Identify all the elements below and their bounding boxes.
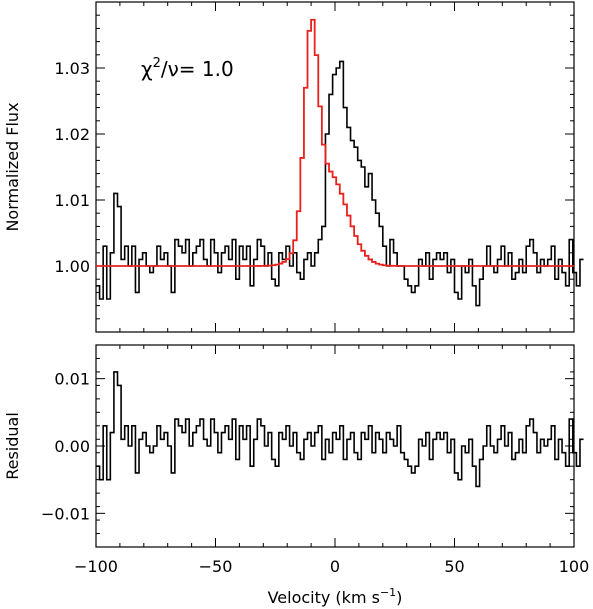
chi-value: 1.0 [202,57,234,81]
y-tick-label: 0.00 [54,437,90,456]
top-panel: 1.001.011.021.03 Normalized Flux χ2/ν= 1… [3,1,584,333]
y-tick-label: 1.01 [54,191,90,210]
bottom-panel-ticks [95,344,575,548]
top-panel-tick-labels: 1.00 1.01 1.02 1.03 [54,59,90,276]
x-axis-title: Velocity (km s−1) [268,586,403,607]
residual-spectrum [96,371,584,488]
chi-exponent: 2 [153,56,161,71]
top-observed-spectrum [96,60,584,307]
top-panel-frame [95,1,575,333]
y-tick-label: 1.03 [54,59,90,78]
y-tick-label: 0.01 [54,370,90,389]
top-panel-ticks [95,1,575,333]
x-axis-title-main: Velocity (km s [268,588,380,607]
residual-histogram [96,371,584,488]
x-tick-label: −50 [199,557,233,576]
bottom-panel-ylabel: Residual [3,412,22,480]
x-tick-label: 0 [330,557,340,576]
x-tick-label: 50 [444,557,464,576]
x-tick-label: 100 [559,557,590,576]
bottom-panel-tick-labels: −100 −50 0 50 100 −0.01 0.00 0.01 [41,370,589,576]
x-axis-title-end: ) [396,588,402,607]
chi-square-annotation: χ2/ν= 1.0 [141,56,234,81]
x-axis-title-exponent: −1 [380,586,396,599]
observed-flux-histogram [96,60,584,307]
y-tick-label: 1.02 [54,125,90,144]
top-panel-ylabel: Normalized Flux [3,102,22,231]
chi-per-dof: /ν= [161,57,202,81]
gaussian-fit-line [96,18,574,267]
y-tick-label: −0.01 [41,504,90,523]
chi-symbol: χ [141,57,153,81]
bottom-panel: −100 −50 0 50 100 −0.01 0.00 0.01 Residual Velo… [3,344,589,607]
y-tick-label: 1.00 [54,257,90,276]
top-fit-curve [96,18,574,267]
x-tick-label: −100 [74,557,118,576]
